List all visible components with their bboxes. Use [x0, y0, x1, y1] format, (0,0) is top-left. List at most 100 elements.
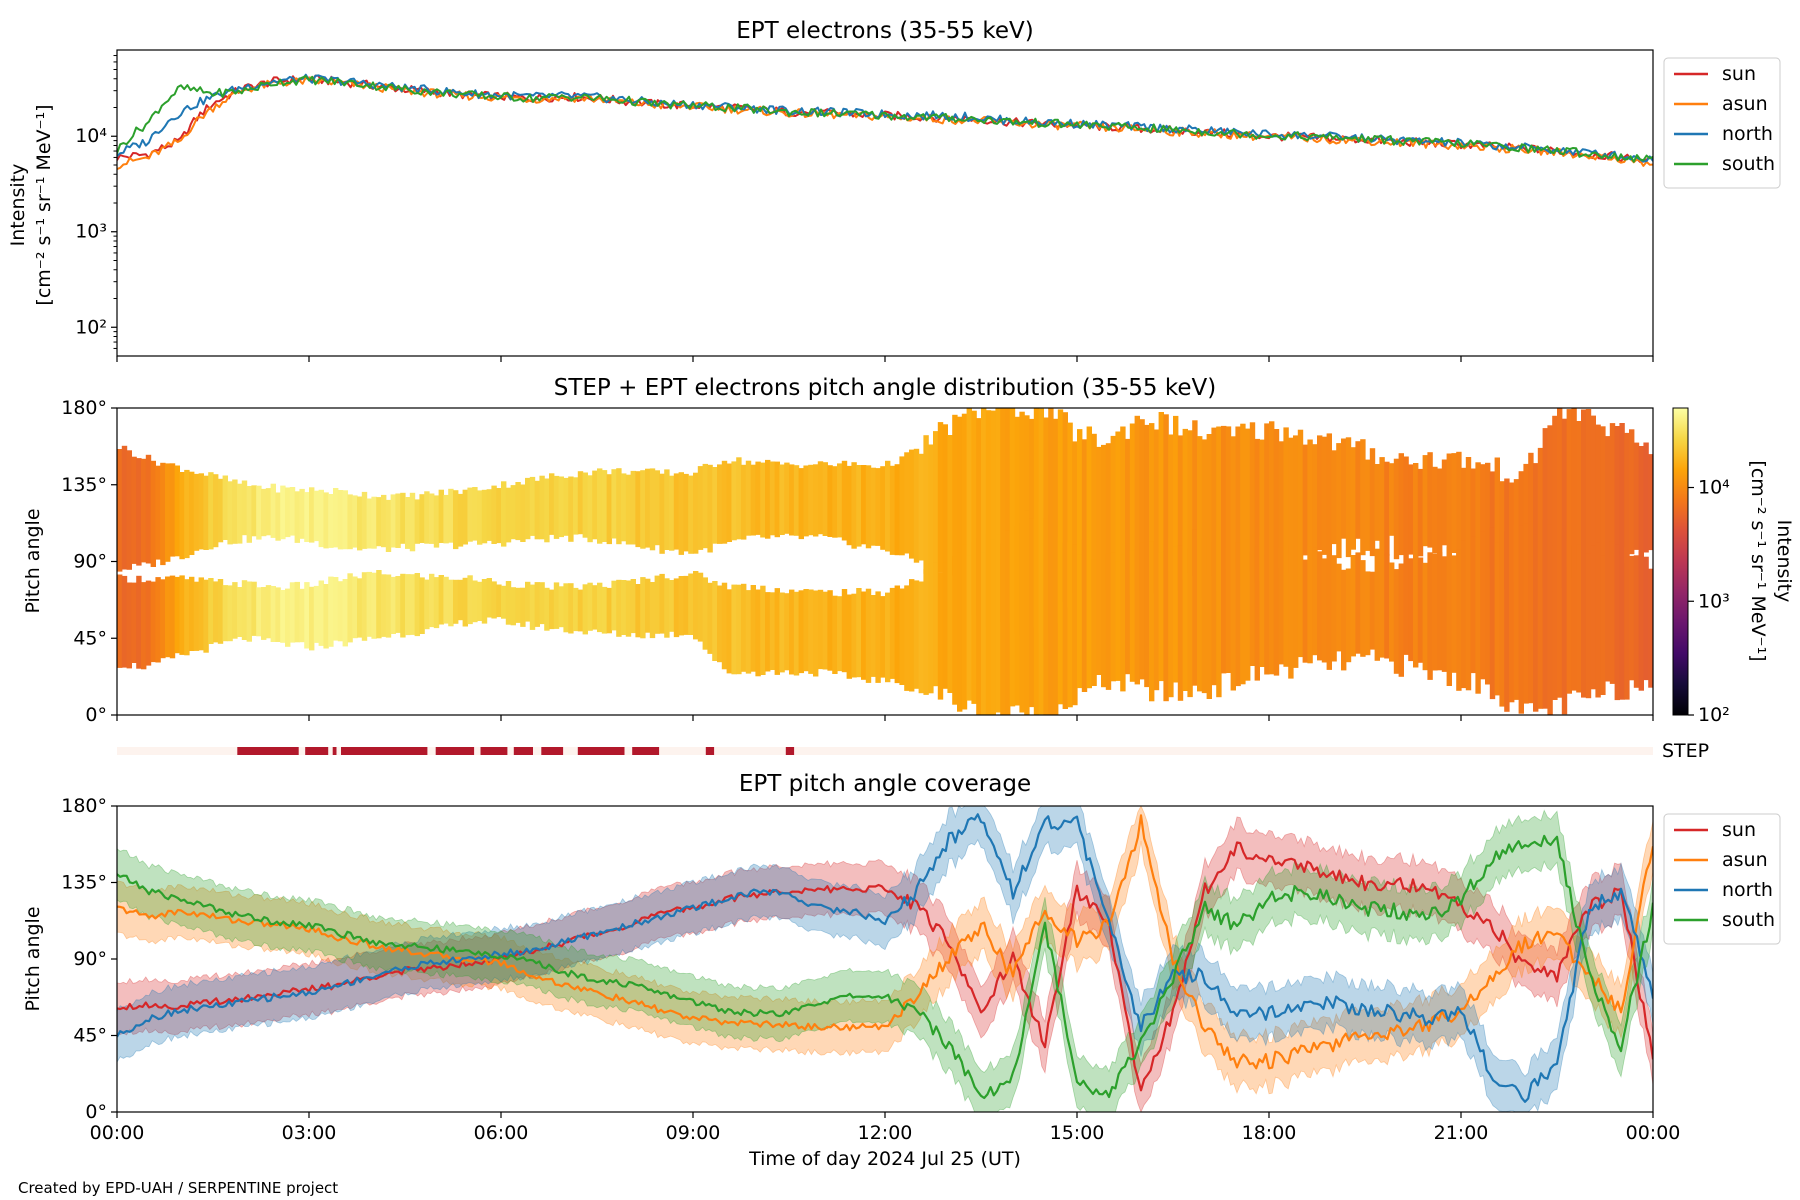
- pad-cell-upper: [1326, 433, 1332, 566]
- pad-cell-upper: [1096, 446, 1102, 576]
- pad-cell-lower: [347, 573, 353, 643]
- pad-cell-lower: [1005, 530, 1011, 715]
- pad-cell-upper: [889, 465, 896, 555]
- pad-cell-upper: [861, 465, 867, 545]
- pad-cell-upper: [477, 490, 483, 545]
- pad-cell-upper: [1581, 409, 1587, 581]
- pad-cell-lower: [1451, 555, 1457, 673]
- pad-cell-lower: [169, 575, 176, 659]
- pad-cell-upper: [688, 475, 694, 554]
- pad-cell-lower: [304, 582, 310, 649]
- pad-cell-lower: [577, 589, 584, 632]
- pad-cell-upper: [1144, 424, 1150, 578]
- pad-cell-upper: [275, 492, 281, 541]
- pad-cell-upper: [1081, 439, 1088, 590]
- pad-cell-lower: [1014, 526, 1020, 706]
- pad-cell-upper: [1437, 468, 1443, 560]
- pad-cell-lower: [688, 573, 694, 635]
- pad-cell-upper: [1235, 426, 1241, 570]
- pad-cell-upper: [913, 448, 920, 563]
- pad-cell-lower: [592, 585, 598, 630]
- pad-cell-lower: [731, 584, 737, 675]
- panel1-frame: [116, 49, 1654, 357]
- pad-cell-upper: [496, 488, 502, 544]
- pad-cell-lower: [947, 568, 953, 693]
- pad-cell-lower: [467, 575, 473, 625]
- pad-cell-upper: [1537, 447, 1544, 596]
- coverage-series-asun: [117, 814, 1653, 1070]
- pad-cell-upper: [1101, 444, 1107, 573]
- pad-cell-lower: [285, 588, 291, 647]
- pad-cell-upper: [1605, 436, 1611, 575]
- panel4-xtick-label: 09:00: [666, 1122, 721, 1144]
- pad-cell-upper: [121, 445, 128, 570]
- pad-cell-lower: [640, 577, 646, 639]
- pad-cell-lower: [1163, 551, 1169, 702]
- pad-cell-upper: [1398, 453, 1404, 556]
- pad-cell-lower: [616, 579, 622, 637]
- pad-cell-lower: [1624, 547, 1630, 700]
- pad-cell-lower: [1331, 555, 1337, 662]
- pad-cell-upper: [875, 468, 881, 546]
- pad-cell-upper: [213, 474, 219, 548]
- pad-cell-lower: [1009, 533, 1016, 707]
- pad-cell-lower: [409, 574, 416, 635]
- legend-entry-north: north: [1722, 123, 1773, 145]
- pad-cell-upper: [1110, 435, 1116, 571]
- pad-cell-lower: [299, 588, 305, 643]
- pad-cell-upper: [1245, 428, 1251, 582]
- pad-cell-upper: [813, 464, 819, 537]
- pad-cell-upper: [784, 462, 790, 534]
- footer-credit: Created by EPD-UAH / SERPENTINE project: [18, 1179, 338, 1197]
- pad-cell-lower: [933, 562, 939, 687]
- pad-cell-lower: [1326, 551, 1332, 670]
- pad-cell-upper: [1331, 450, 1337, 545]
- pad-cell-lower: [961, 544, 968, 710]
- pad-cell-upper: [918, 453, 924, 561]
- pad-cell-upper: [1005, 408, 1011, 628]
- pad-cell-upper: [601, 470, 608, 542]
- pad-cell-lower: [1153, 541, 1160, 691]
- pad-cell-upper: [1336, 443, 1342, 559]
- pad-cell-upper: [1461, 467, 1467, 571]
- pad-cell-lower: [745, 590, 752, 674]
- pad-cell-upper: [237, 483, 243, 544]
- pad-cell-lower: [328, 576, 334, 647]
- pad-cell-lower: [673, 578, 680, 638]
- pad-cell-lower: [1403, 548, 1409, 655]
- pad-cell-lower: [1422, 562, 1428, 671]
- pad-cell-lower: [520, 587, 526, 627]
- pad-cell-lower: [635, 584, 641, 638]
- pad-cell-upper: [328, 494, 334, 548]
- pad-cell-upper: [1446, 453, 1452, 570]
- pad-cell-upper: [933, 431, 939, 564]
- pad-cell-lower: [736, 584, 742, 675]
- pad-cell-lower: [1053, 526, 1059, 715]
- pad-cell-upper: [1489, 471, 1496, 568]
- pad-cell-lower: [1590, 545, 1596, 690]
- pad-cell-upper: [966, 408, 972, 591]
- intensity-panel: EPT electrons (35-55 keV) 10² 10³ 10⁴ Inte…: [7, 18, 1781, 362]
- pad-cell-lower: [712, 581, 718, 661]
- pad-cell-lower: [774, 588, 780, 675]
- pad-cell-upper: [1182, 428, 1188, 580]
- pad-cell-upper: [385, 499, 392, 552]
- pad-cell-lower: [381, 574, 387, 637]
- pad-cell-lower: [1273, 543, 1280, 676]
- pad-cell-lower: [1499, 529, 1505, 707]
- pad-cell-lower: [1537, 523, 1544, 709]
- pad-cell-upper: [510, 485, 516, 540]
- pad-cell-upper: [779, 464, 785, 535]
- step-label: STEP: [1662, 740, 1709, 762]
- pad-cell-upper: [577, 471, 584, 535]
- pad-cell-upper: [217, 478, 224, 543]
- pad-cell-lower: [1206, 537, 1212, 699]
- pad-cell-lower: [1043, 518, 1049, 715]
- pad-cell-lower: [1441, 556, 1448, 672]
- pad-cell-upper: [400, 492, 406, 544]
- pad-cell-lower: [697, 572, 704, 642]
- pad-cell-lower: [131, 582, 137, 663]
- step-segment: [237, 747, 299, 755]
- panel1-ytick-label: 10³: [75, 221, 107, 243]
- pad-cell-upper: [923, 435, 929, 574]
